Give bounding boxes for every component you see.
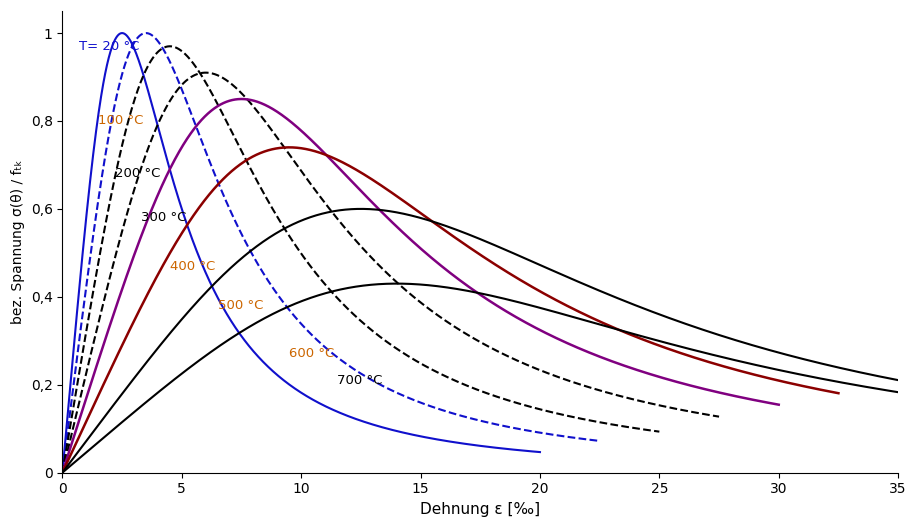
Text: T= 20 °C: T= 20 °C — [79, 40, 140, 53]
Text: 500 °C: 500 °C — [218, 299, 263, 312]
Y-axis label: bez. Spannung σ(θ) / fₜₖ: bez. Spannung σ(θ) / fₜₖ — [11, 159, 25, 324]
Text: 600 °C: 600 °C — [289, 347, 334, 361]
Text: 100 °C: 100 °C — [98, 115, 143, 127]
Text: 200 °C: 200 °C — [115, 167, 161, 180]
Text: 300 °C: 300 °C — [141, 211, 186, 224]
Text: 700 °C: 700 °C — [337, 374, 383, 387]
Text: 400 °C: 400 °C — [170, 260, 215, 272]
X-axis label: Dehnung ε [‰]: Dehnung ε [‰] — [420, 502, 541, 517]
